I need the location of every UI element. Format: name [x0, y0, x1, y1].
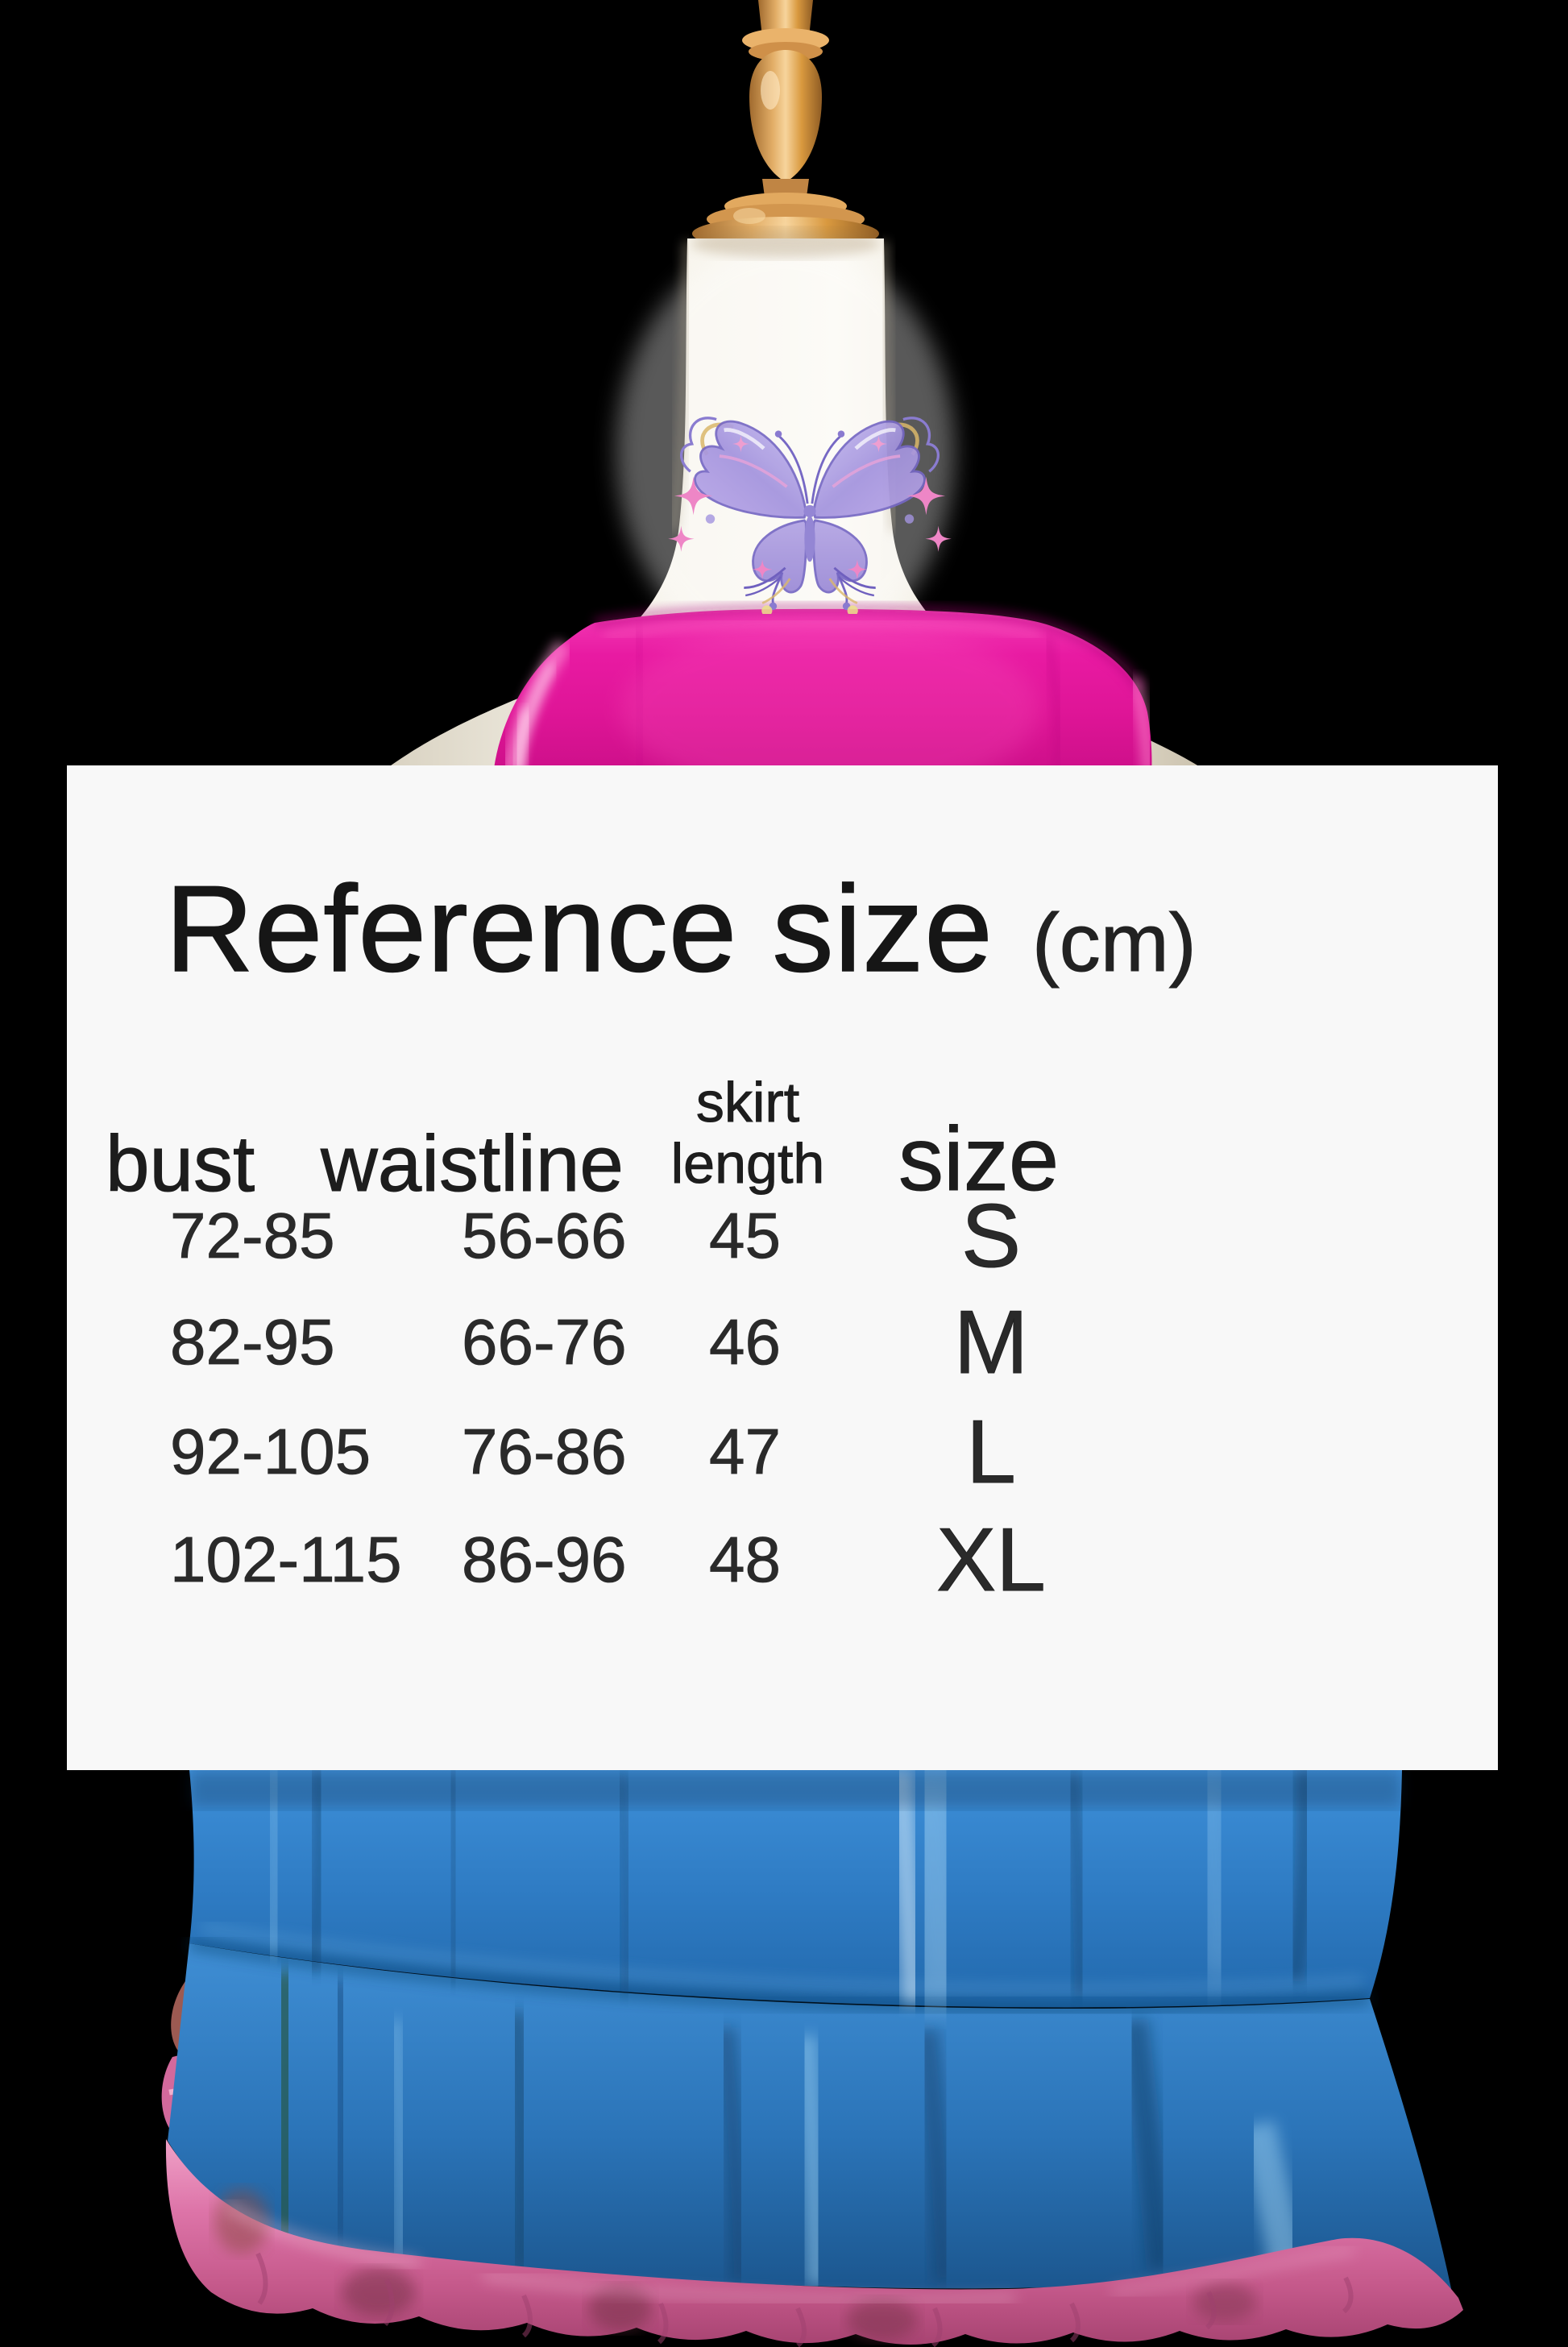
skirt-length-value: 47 [709, 1416, 782, 1488]
waistline-value: 86-96 [462, 1524, 627, 1596]
table-row: 102-115 86-96 48 XL [67, 1510, 1498, 1610]
skirt-lower-tier [168, 1943, 1452, 2292]
bust-value: 82-95 [170, 1306, 335, 1379]
size-chart-unit: (cm) [1031, 897, 1197, 989]
column-header-skirt-length: skirt length [649, 1071, 847, 1195]
skirt-length-value: 46 [709, 1306, 782, 1379]
size-value: M [953, 1292, 1029, 1392]
skirt-ruffle [165, 2139, 1463, 2347]
table-row: 82-95 66-76 46 M [67, 1292, 1498, 1392]
bust-value: 102-115 [170, 1524, 402, 1596]
bust-value: 72-85 [170, 1200, 335, 1272]
bust-value: 92-105 [170, 1416, 371, 1488]
dress-top [493, 604, 1155, 775]
column-header-bust: bust [105, 1119, 255, 1209]
size-value: L [966, 1402, 1017, 1502]
column-header-skirt-line2: length [670, 1132, 825, 1195]
table-row: 92-105 76-86 47 L [67, 1402, 1498, 1502]
size-chart-title-row: Reference size (cm) [164, 859, 1197, 1000]
waistline-value: 66-76 [462, 1306, 627, 1379]
skirt-length-value: 45 [709, 1200, 782, 1272]
waistline-value: 56-66 [462, 1200, 627, 1272]
butterfly-graphic [657, 395, 952, 614]
size-value: S [960, 1186, 1022, 1286]
column-header-size: size [898, 1109, 1060, 1210]
table-row: 72-85 56-66 45 S [67, 1186, 1498, 1286]
waistline-value: 76-86 [462, 1416, 627, 1488]
wood-finial-icon [692, 0, 879, 251]
skirt-length-value: 48 [709, 1524, 782, 1596]
size-chart-title: Reference size [164, 860, 993, 998]
column-header-skirt-line1: skirt [695, 1071, 800, 1134]
column-header-waistline: waistline [321, 1119, 624, 1209]
skirt-upper-tier [189, 1770, 1402, 2013]
mannequin-graphic [377, 0, 1213, 775]
size-reference-panel: Reference size (cm) bust waistline skirt … [67, 765, 1498, 1770]
size-value: XL [936, 1510, 1047, 1610]
skirt-graphic [161, 1770, 1463, 2347]
